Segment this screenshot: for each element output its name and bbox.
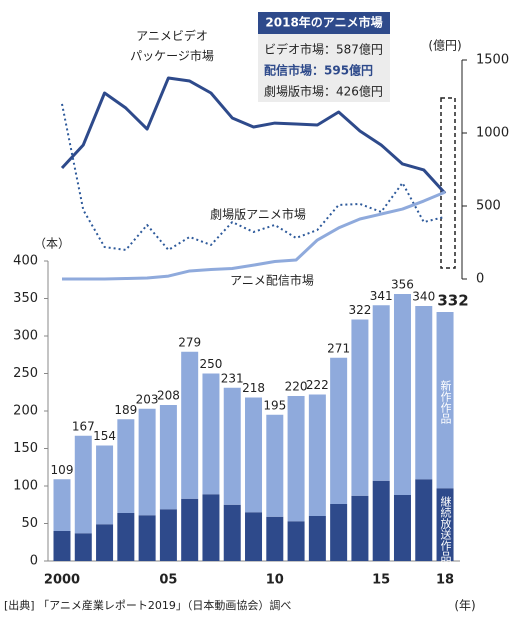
- x-tick-label: 2000: [44, 573, 80, 588]
- bar-segment: [96, 445, 114, 525]
- bar-segment: [372, 305, 390, 481]
- x-tick-label: 10: [266, 573, 284, 588]
- total-label: 109: [51, 463, 74, 477]
- total-label: 279: [178, 335, 201, 349]
- total-label: 250: [200, 357, 223, 371]
- total-label: 356: [391, 278, 414, 292]
- bar-segment: [181, 498, 199, 561]
- total-label: 341: [370, 289, 393, 303]
- y-tick-label: 0: [30, 554, 38, 569]
- x-tick-label: 18: [436, 573, 454, 588]
- bar-segment: [308, 394, 326, 516]
- bar-segment: [330, 504, 348, 561]
- bar-segment: [351, 319, 369, 496]
- bar-segment: [202, 373, 220, 495]
- total-label: 203: [136, 392, 159, 406]
- total-label: 208: [157, 389, 180, 403]
- bar-segment: [53, 531, 71, 561]
- bar-segment: [330, 357, 348, 504]
- bar-segment: [245, 512, 263, 561]
- bar-segment: [202, 494, 220, 561]
- y-tick-label: 250: [13, 366, 38, 381]
- bar-segment: [372, 480, 390, 561]
- bar-segment: [415, 479, 433, 561]
- info-box: 2018年のアニメ市場 ビデオ市場：587億円 配信市場：595億円 劇場版市場…: [258, 12, 390, 102]
- info-box-line: 配信市場：595億円: [264, 63, 373, 78]
- y-tick-label: 200: [13, 404, 38, 419]
- bar-segment: [393, 294, 411, 495]
- bar-segment: [74, 533, 92, 561]
- series-label: アニメビデオパッケージ市場: [130, 28, 214, 63]
- series-label: 継続放送作品: [439, 495, 452, 562]
- bar-segment: [436, 488, 454, 561]
- bar-segment: [117, 419, 135, 513]
- total-label: 332: [437, 292, 468, 310]
- bar-segment: [53, 479, 71, 531]
- total-label: 218: [242, 381, 265, 395]
- y-tick-label: 400: [13, 254, 38, 269]
- bar-segment: [138, 408, 156, 516]
- info-box-title: 2018年のアニメ市場: [265, 15, 382, 30]
- total-label: 167: [72, 419, 95, 433]
- bar-segment: [351, 495, 369, 561]
- total-label: 195: [263, 398, 286, 412]
- total-label: 189: [114, 403, 137, 417]
- bar-segment: [415, 306, 433, 480]
- y-tick-label: 50: [21, 516, 38, 531]
- y-axis-label: （本）: [34, 237, 70, 251]
- x-tick-label: 05: [159, 573, 177, 588]
- bar-segment: [74, 435, 92, 534]
- info-box-header: [258, 12, 390, 34]
- info-box-line: 劇場版市場：426億円: [264, 84, 383, 99]
- y2-tick-label: 0: [476, 272, 484, 287]
- highlight-box: [440, 97, 456, 269]
- bar-segment: [287, 521, 305, 561]
- y2-tick-label: 500: [476, 199, 501, 214]
- bar-segment: [223, 504, 241, 561]
- bar-segment: [159, 405, 177, 510]
- bar-segment: [436, 312, 454, 489]
- total-label: 322: [348, 303, 371, 317]
- total-label: 220: [285, 380, 308, 394]
- total-label: 154: [93, 429, 116, 443]
- y-tick-label: 300: [13, 329, 38, 344]
- y2-axis-label: (億円): [428, 39, 461, 53]
- source-note: [出典] 「アニメ産業レポート2019」（日本動画協会）調べ: [4, 598, 291, 612]
- bar-segment: [308, 516, 326, 561]
- x-axis-label: (年): [454, 599, 475, 613]
- bar-segment: [223, 387, 241, 505]
- x-tick-label: 15: [372, 573, 390, 588]
- y-tick-label: 150: [13, 441, 38, 456]
- line-series: [62, 190, 446, 281]
- total-label: 271: [327, 341, 350, 355]
- y-tick-label: 350: [13, 291, 38, 306]
- bar-segment: [266, 516, 284, 561]
- bar-segment: [96, 524, 114, 561]
- bar-segment: [287, 396, 305, 522]
- bar-segment: [117, 513, 135, 561]
- total-label: 222: [306, 378, 329, 392]
- line-series: [61, 103, 446, 251]
- y2-tick-label: 1000: [476, 126, 509, 141]
- total-label: 231: [221, 371, 244, 385]
- bar-segment: [393, 495, 411, 561]
- bar-segment: [138, 515, 156, 561]
- series-label: 劇場版アニメ市場: [210, 207, 306, 222]
- y2-tick-label: 1500: [476, 53, 509, 68]
- bar-segment: [266, 414, 284, 517]
- series-label: アニメ配信市場: [230, 273, 314, 288]
- series-label: 新作作品: [439, 379, 452, 424]
- info-box-line: ビデオ市場：587億円: [264, 42, 383, 57]
- total-label: 340: [412, 290, 435, 304]
- bar-segment: [245, 397, 263, 513]
- bar-segment: [181, 351, 199, 499]
- y-tick-label: 100: [13, 479, 38, 494]
- line-series: [60, 76, 447, 195]
- bar-segment: [159, 509, 177, 561]
